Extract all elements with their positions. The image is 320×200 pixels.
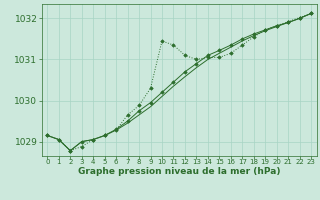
X-axis label: Graphe pression niveau de la mer (hPa): Graphe pression niveau de la mer (hPa) xyxy=(78,167,280,176)
